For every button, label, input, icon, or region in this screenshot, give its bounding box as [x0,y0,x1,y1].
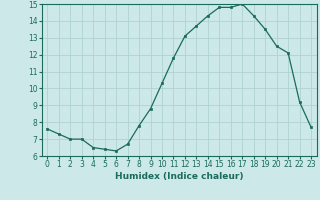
X-axis label: Humidex (Indice chaleur): Humidex (Indice chaleur) [115,172,244,181]
